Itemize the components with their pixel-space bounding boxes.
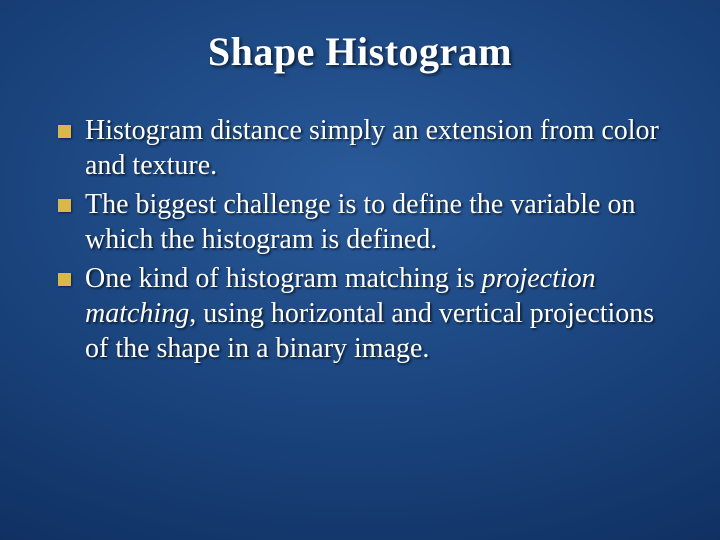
slide-title: Shape Histogram xyxy=(50,28,670,75)
bullet-list: Histogram distance simply an extension f… xyxy=(50,113,670,366)
square-bullet-icon xyxy=(58,125,71,138)
bullet-item: Histogram distance simply an extension f… xyxy=(58,113,670,183)
bullet-text: The biggest challenge is to define the v… xyxy=(85,187,670,257)
square-bullet-icon xyxy=(58,199,71,212)
bullet-item: The biggest challenge is to define the v… xyxy=(58,187,670,257)
square-bullet-icon xyxy=(58,273,71,286)
bullet-text: One kind of histogram matching is projec… xyxy=(85,261,670,366)
bullet-item: One kind of histogram matching is projec… xyxy=(58,261,670,366)
bullet-text: Histogram distance simply an extension f… xyxy=(85,113,670,183)
slide: Shape Histogram Histogram distance simpl… xyxy=(0,0,720,540)
